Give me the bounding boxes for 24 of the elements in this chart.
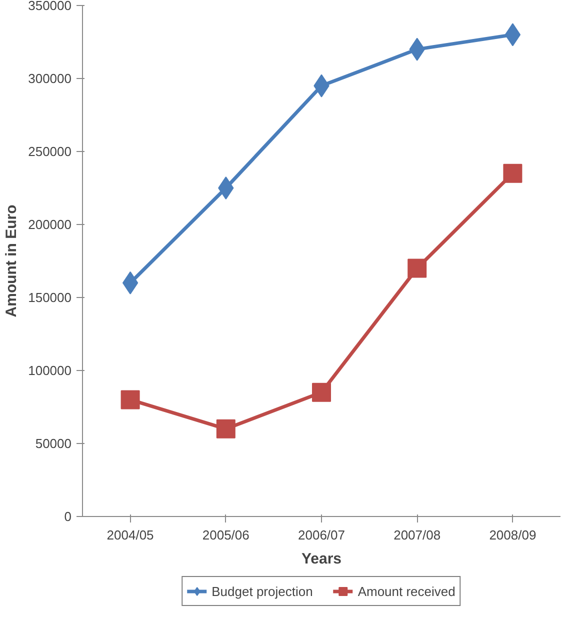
x-axis-title: Years — [301, 550, 342, 568]
x-tick-label: 2006/07 — [298, 528, 346, 542]
point — [503, 164, 522, 183]
x-tick-label: 2008/09 — [489, 528, 536, 542]
point — [122, 271, 138, 294]
point — [408, 258, 427, 278]
x-tick-label: 2005/06 — [202, 528, 250, 542]
point — [216, 419, 236, 438]
point — [120, 390, 140, 410]
y-tick-label: 200000 — [28, 217, 72, 232]
y-tick-label: 150000 — [28, 290, 72, 305]
y-tick-label: 50000 — [35, 436, 72, 451]
legend-label: Budget projection — [212, 584, 313, 598]
x-tick-label: 2004/05 — [106, 528, 154, 542]
legend-label: Amount received — [358, 584, 456, 598]
point — [504, 23, 521, 46]
y-tick-label: 350000 — [28, 0, 72, 13]
y-tick-label: 250000 — [28, 144, 72, 159]
y-axis-title: Amount in Euro — [3, 204, 20, 318]
point — [312, 382, 331, 402]
x-tick-label: 2007/08 — [394, 528, 441, 542]
y-tick-label: 100000 — [28, 363, 72, 378]
y-tick-label: 0 — [64, 509, 72, 524]
y-tick-label: 300000 — [28, 71, 72, 86]
